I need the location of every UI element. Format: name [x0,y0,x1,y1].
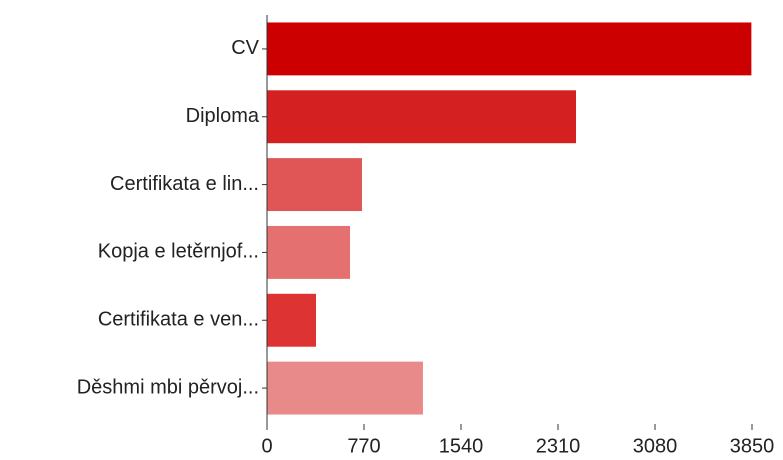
bar [267,361,423,415]
bar [267,225,351,279]
bar [267,90,577,144]
y-tick-label: Certifikata e ven... [98,309,259,331]
x-tick-label: 3850 [730,435,775,457]
bar [267,293,317,347]
x-tick-label: 1540 [439,435,484,457]
x-tick-label: 2310 [536,435,581,457]
x-tick-label: 770 [347,435,380,457]
y-tick-label: Děshmi mbi pěrvoj... [77,376,259,398]
y-tick-label: Certifikata e lin... [110,173,259,195]
bar [267,22,752,76]
y-tick-label: Kopja e letěrnjof... [98,241,259,263]
y-tick-label: Diploma [186,105,260,127]
x-tick-label: 3080 [633,435,678,457]
x-tick-label: 0 [261,435,272,457]
y-tick-label: CV [231,37,259,59]
bar [267,158,362,212]
